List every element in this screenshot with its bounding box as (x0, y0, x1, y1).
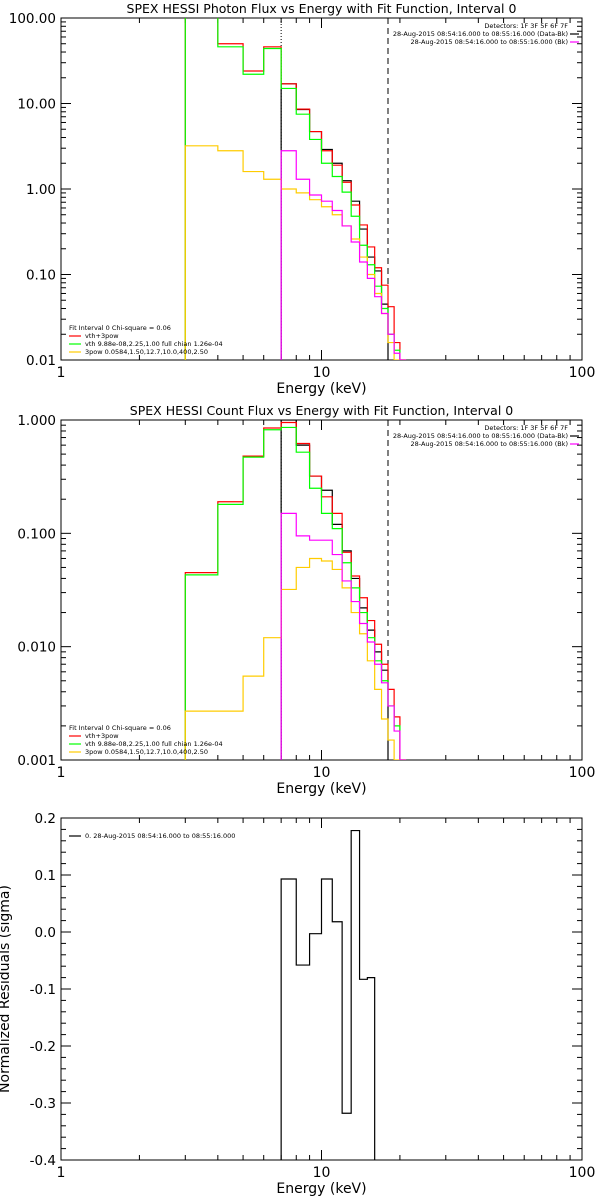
x-tick-label: 1 (57, 365, 66, 381)
info-line: 28-Aug-2015 08:54:16.000 to 08:55:16.000… (411, 440, 568, 448)
legend-entry: 0. 28-Aug-2015 08:54:16.000 to 08:55:16.… (85, 832, 235, 840)
y-tick-label: -0.3 (30, 1096, 56, 1112)
y-tick-label: 0.010 (17, 640, 56, 656)
y-tick-label: 100.00 (9, 11, 56, 27)
y-tick-label: 0.1 (35, 868, 56, 884)
legend-entry: vth 9.88e-08,2.25,1.00 full chian 1.26e-… (85, 740, 223, 748)
info-line: Detectors: 1F 3F 5F 6F 7F (484, 22, 568, 30)
legend-entry: Fit Interval 0 Chi-square = 0.06 (69, 324, 171, 332)
series-step-line-1 (280, 420, 389, 760)
info-line: Detectors: 1F 3F 5F 6F 7F (484, 424, 568, 432)
x-tick-label: 1 (57, 1165, 66, 1181)
y-tick-label: 10.00 (17, 97, 56, 113)
plot-area (184, 420, 407, 760)
legend-entry: vth 9.88e-08,2.25,1.00 full chian 1.26e-… (85, 340, 223, 348)
info-line: 28-Aug-2015 08:54:16.000 to 08:55:16.000… (393, 432, 568, 440)
y-tick-label: 1.00 (26, 182, 56, 198)
series-step-line-5 (280, 512, 407, 760)
y-tick-label: 0.100 (17, 526, 56, 542)
y-tick-label: 1.000 (17, 413, 56, 429)
legend-entry: Fit Interval 0 Chi-square = 0.06 (69, 724, 171, 732)
x-tick-label: 100 (569, 1165, 596, 1181)
x-tick-label: 10 (313, 765, 331, 781)
x-tick-label: 10 (313, 365, 331, 381)
y-tick-label: -0.2 (30, 1039, 56, 1055)
info-line: 28-Aug-2015 08:54:16.000 to 08:55:16.000… (411, 38, 568, 46)
y-tick-label: 0.10 (26, 268, 56, 284)
legend-entry: vth+3pow (85, 332, 119, 340)
x-axis-label: Energy (keV) (276, 381, 366, 397)
x-tick-label: 100 (569, 365, 596, 381)
y-tick-label: 0.2 (35, 811, 56, 827)
chart-panel-3: 1 10 100 Energy (keV) 0.2 0.1 0.0 -0.1 -0.2 -0.3 -… (0, 811, 595, 1197)
y-tick-label: 0.0 (35, 925, 56, 941)
y-tick-label: -0.1 (30, 982, 56, 998)
info-line: 28-Aug-2015 08:54:16.000 to 08:55:16.000… (393, 30, 568, 38)
plot-area (280, 829, 376, 1160)
x-tick-label: 100 (569, 765, 596, 781)
legend-entry: 3pow 0.0584,1.50,12.7,10.0,400,2.50 (85, 348, 208, 356)
x-tick-label: 10 (313, 1165, 331, 1181)
legend-entry: vth+3pow (85, 732, 119, 740)
x-axis-label: Energy (keV) (276, 781, 366, 797)
chart-panel-1: SPEX HESSI Photon Flux vs Energy with Fi… (9, 1, 596, 397)
y-tick-label: -0.4 (30, 1153, 56, 1169)
x-tick-label: 1 (57, 765, 66, 781)
y-axis-label: Normalized Residuals (sigma) (0, 885, 13, 1093)
series-step-line-5 (280, 150, 407, 360)
legend-entry: 3pow 0.0584,1.50,12.7,10.0,400,2.50 (85, 748, 208, 756)
chart-title: SPEX HESSI Count Flux vs Energy with Fit… (130, 403, 513, 418)
plot-area (184, 18, 407, 360)
y-tick-label: 0.01 (26, 353, 56, 369)
x-axis-label: Energy (keV) (276, 1181, 366, 1197)
chart-panel-2: SPEX HESSI Count Flux vs Energy with Fit… (17, 403, 595, 797)
y-tick-label: 0.001 (17, 753, 56, 769)
series-step-line-1 (280, 829, 376, 1160)
chart-title: SPEX HESSI Photon Flux vs Energy with Fi… (127, 1, 517, 16)
